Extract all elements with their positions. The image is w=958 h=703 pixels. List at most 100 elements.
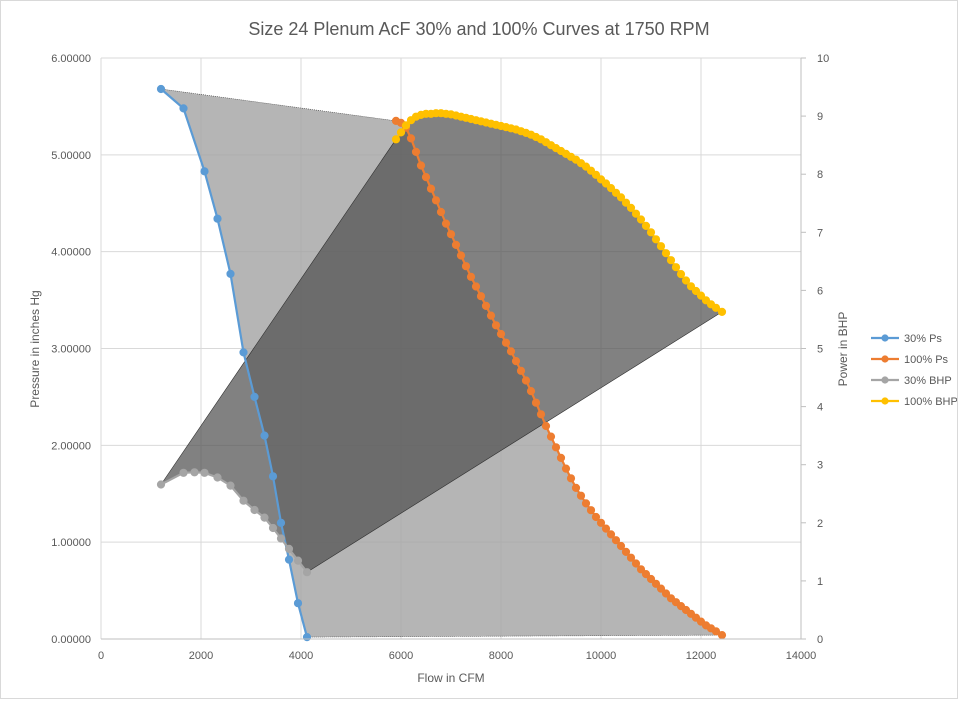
data-point-30pct-ps [250,392,259,401]
data-point-100pct-ps [646,574,656,584]
data-point-100pct-ps [446,230,456,239]
data-point-100pct-ps [641,570,651,579]
data-point-100pct-ps [586,506,596,515]
data-point-30pct-ps [226,269,235,278]
x-tick-label: 14000 [786,650,817,662]
data-point-100pct-ps [651,579,661,588]
legend-marker-100pct-ps [881,355,889,363]
y2-tick-label: 1 [817,576,823,588]
data-point-100pct-bhp [676,270,686,279]
legend-marker-30pct-ps [881,334,889,342]
y-tick-label: 4.00000 [51,247,91,259]
x-axis-title: Flow in CFM [417,671,484,685]
data-point-100pct-ps [656,584,666,593]
axes: 0 2000 4000 6000 8000 10000 12000 14000 0.00000 1… [51,53,829,662]
data-point-30pct-ps [213,214,222,223]
data-point-30pct-bhp [179,468,188,477]
data-point-30pct-bhp [239,496,248,505]
data-point-100pct-ps [511,357,521,366]
data-point-100pct-bhp [661,249,671,258]
legend-label-100pct-ps: 100% Ps [904,354,949,366]
data-point-100pct-ps [516,366,526,375]
y2-tick-label: 0 [817,634,823,646]
data-point-100pct-ps [551,443,561,452]
data-point-100pct-ps [416,161,426,170]
data-point-30pct-bhp [260,513,269,522]
y-tick-label: 5.00000 [51,150,91,162]
data-point-30pct-bhp [268,523,278,533]
data-point-100pct-bhp [641,221,651,230]
data-point-30pct-ps [302,633,312,642]
data-point-100pct-bhp [656,242,666,251]
data-point-100pct-bhp [681,276,691,285]
data-point-30pct-bhp [226,481,235,490]
x-tick-label: 10000 [586,650,617,662]
data-point-100pct-ps [576,491,586,500]
data-point-100pct-ps [591,512,601,522]
data-point-30pct-ps [276,518,286,527]
data-point-100pct-ps [466,272,476,281]
y2-tick-label: 2 [817,518,823,530]
data-point-100pct-ps [456,251,466,260]
y2-axis-title: Power in BHP [836,312,850,387]
data-point-100pct-ps [601,524,611,533]
x-tick-label: 2000 [189,650,213,662]
data-point-30pct-ps [284,555,294,564]
data-point-100pct-ps [561,464,571,473]
data-point-100pct-ps [556,453,566,462]
x-tick-label: 0 [98,650,104,662]
data-point-100pct-bhp [666,256,676,265]
data-point-100pct-ps [476,292,486,301]
y-tick-label: 3.00000 [51,344,91,356]
data-point-100pct-bhp [691,286,701,296]
data-point-30pct-bhp [156,480,166,489]
y2-tick-label: 7 [817,227,823,239]
data-point-100pct-bhp [646,228,656,237]
data-point-100pct-ps [406,134,416,143]
x-tick-label: 4000 [289,650,313,662]
data-point-100pct-ps [581,499,591,508]
data-point-30pct-bhp [250,505,259,515]
data-point-100pct-ps [596,518,606,527]
data-point-100pct-ps [611,536,621,545]
data-point-100pct-ps [566,474,576,483]
data-point-100pct-bhp [631,209,641,218]
data-point-100pct-bhp [651,235,661,244]
data-point-30pct-ps [260,431,269,440]
x-tick-label: 8000 [489,650,513,662]
data-point-100pct-ps [471,282,481,291]
data-point-100pct-bhp [611,188,621,197]
data-point-100pct-ps [496,329,506,339]
x-tick-label: 6000 [389,650,413,662]
data-point-30pct-bhp [213,473,222,482]
data-point-100pct-ps [481,301,491,310]
data-point-30pct-bhp [276,534,286,543]
legend-label-30pct-ps: 30% Ps [904,333,942,345]
data-point-100pct-ps [531,398,541,407]
y-tick-label: 1.00000 [51,537,91,549]
data-point-100pct-ps [521,376,531,385]
y2-tick-label: 10 [817,53,829,65]
data-point-100pct-ps [426,184,436,193]
data-point-30pct-ps [239,348,248,357]
series-group [156,84,727,642]
chart-title: Size 24 Plenum AcF 30% and 100% Curves a… [248,19,709,39]
data-point-100pct-ps [546,432,556,441]
data-point-30pct-ps [156,84,166,94]
y-tick-label: 6.00000 [51,53,91,65]
data-point-100pct-ps [421,173,431,182]
y-axis-title: Pressure in inches Hg [28,290,42,407]
data-point-100pct-ps [631,559,641,568]
y-tick-label: 0.00000 [51,634,91,646]
data-point-100pct-bhp [626,203,636,212]
data-point-100pct-bhp [391,135,401,144]
data-point-100pct-bhp [686,282,696,291]
data-point-100pct-ps [621,547,631,557]
y2-tick-label: 4 [817,402,823,414]
data-point-100pct-ps [541,421,551,431]
y2-tick-label: 8 [817,169,823,181]
data-point-100pct-ps [626,553,636,562]
data-point-100pct-ps [461,262,471,271]
